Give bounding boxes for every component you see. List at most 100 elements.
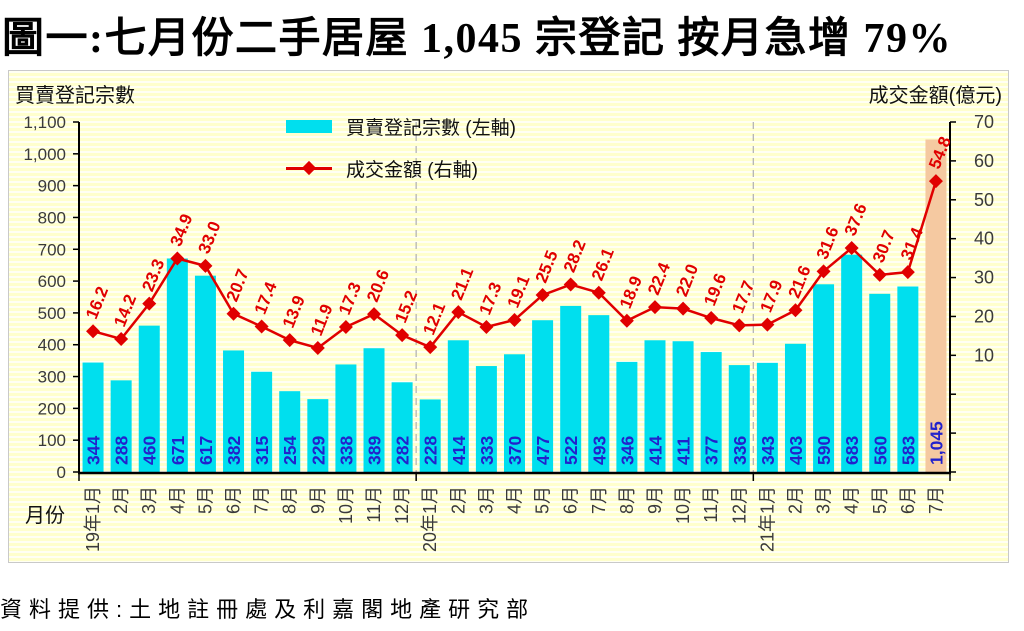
x-axis-tick-label: 12月 bbox=[729, 486, 749, 524]
page-title: 圖一:七月份二手居屋 1,045 宗登記 按月急增 79% bbox=[2, 16, 952, 62]
bar-value-label: 315 bbox=[252, 436, 272, 465]
bar-value-label: 343 bbox=[758, 436, 778, 465]
bar-value-label: 460 bbox=[140, 436, 160, 465]
x-axis-tick-label: 5月 bbox=[195, 486, 215, 514]
diamond-marker-icon bbox=[647, 300, 662, 315]
bar bbox=[897, 286, 919, 472]
legend-line-swatch-icon bbox=[286, 160, 332, 175]
bar-value-label: 411 bbox=[674, 437, 694, 465]
bar bbox=[616, 361, 638, 472]
chart-canvas: 344 288 460 671 617 382 315 254 229 338 389 282 228 4… bbox=[23, 112, 994, 552]
bar bbox=[672, 341, 694, 472]
bar-value-label: 389 bbox=[365, 436, 385, 465]
diamond-marker-icon bbox=[563, 277, 578, 292]
bar bbox=[869, 293, 891, 472]
x-axis-tick-label: 7月 bbox=[589, 486, 609, 514]
bar bbox=[279, 391, 301, 472]
line-value-label: 22.4 bbox=[644, 259, 674, 297]
line-value-label: 17.3 bbox=[335, 280, 365, 318]
bar-value-label: 477 bbox=[533, 436, 553, 465]
diamond-marker-icon bbox=[900, 265, 915, 280]
bar-value-label: 254 bbox=[280, 436, 300, 465]
bar-value-label: 560 bbox=[870, 436, 890, 465]
line-value-label: 28.2 bbox=[560, 237, 590, 275]
x-axis-tick-label: 9月 bbox=[308, 486, 328, 514]
x-axis-tick-label: 2月 bbox=[785, 486, 805, 514]
data-source-note: 資料提供:土地註冊處及利嘉閣地產研究部 bbox=[0, 597, 536, 622]
right-axis-tick-label: 40 bbox=[974, 229, 994, 249]
left-axis-tick-label: 1,100 bbox=[23, 113, 66, 132]
diamond-marker-icon bbox=[310, 340, 325, 355]
line-value-label: 30.7 bbox=[869, 228, 899, 266]
line-value-label: 37.6 bbox=[841, 201, 871, 239]
diamond-marker-icon bbox=[816, 264, 831, 279]
bar-value-label: 282 bbox=[393, 436, 413, 465]
left-axis-tick-label: 100 bbox=[38, 431, 66, 450]
bar-value-label: 346 bbox=[617, 436, 637, 465]
bar-value-label: 288 bbox=[112, 436, 132, 465]
line-value-label: 22.0 bbox=[672, 261, 702, 299]
line-value-label: 14.2 bbox=[110, 292, 140, 330]
diamond-marker-icon bbox=[872, 267, 887, 282]
bar bbox=[447, 340, 469, 472]
bar-value-label: 338 bbox=[336, 436, 356, 465]
x-axis-title: 月份 bbox=[25, 505, 65, 527]
line-value-label: 18.9 bbox=[616, 273, 646, 311]
x-axis-tick-label: 4月 bbox=[505, 486, 525, 514]
diamond-marker-icon bbox=[226, 306, 241, 321]
legend-bar-swatch-icon bbox=[286, 119, 332, 133]
bar bbox=[588, 315, 610, 472]
x-axis-tick-label: 11月 bbox=[364, 486, 384, 523]
diamond-marker-icon bbox=[367, 307, 382, 322]
left-axis-tick-label: 200 bbox=[38, 399, 66, 418]
line-value-label: 16.2 bbox=[82, 284, 112, 322]
bar-value-label: 583 bbox=[898, 436, 918, 465]
bar bbox=[504, 354, 525, 472]
bar-value-label: 493 bbox=[589, 436, 609, 465]
diamond-marker-icon bbox=[732, 318, 747, 333]
diamond-marker-icon bbox=[423, 340, 438, 355]
legend: 買賣登記宗數 (左軸) 成交金額 (右軸) bbox=[286, 105, 516, 189]
bar-value-label: 522 bbox=[561, 436, 581, 465]
diamond-marker-icon bbox=[479, 319, 494, 334]
left-axis-tick-label: 800 bbox=[38, 208, 66, 227]
chart-area: 買賣登記宗數 成交金額(億元) 月份 344 288 460 671 617 382 315… bbox=[8, 70, 1009, 563]
diamond-marker-icon bbox=[676, 301, 691, 316]
x-axis-tick-label: 5月 bbox=[870, 486, 890, 514]
diamond-marker-icon bbox=[395, 328, 410, 343]
line-value-label: 34.9 bbox=[166, 211, 196, 249]
left-axis-tick-label: 1,000 bbox=[23, 145, 66, 164]
line-value-label: 26.1 bbox=[588, 245, 618, 283]
right-axis-tick-label: 10 bbox=[974, 345, 994, 365]
x-axis-tick-label: 4月 bbox=[167, 486, 187, 514]
bar-value-label: 377 bbox=[702, 436, 722, 465]
diamond-marker-icon bbox=[451, 305, 466, 320]
bar-value-label: 590 bbox=[814, 436, 834, 465]
diamond-marker-icon bbox=[788, 303, 803, 318]
bar bbox=[813, 284, 835, 472]
line-value-label: 20.6 bbox=[363, 267, 393, 305]
bar bbox=[644, 340, 666, 472]
line-value-label: 17.3 bbox=[475, 280, 505, 318]
diamond-marker-icon bbox=[282, 333, 297, 348]
bar bbox=[166, 258, 188, 472]
diamond-marker-icon bbox=[142, 296, 157, 311]
diamond-marker-icon bbox=[301, 160, 317, 175]
left-axis-tick-label: 400 bbox=[38, 336, 66, 355]
bar-value-label: 333 bbox=[477, 436, 497, 465]
left-axis-tick-label: 700 bbox=[38, 240, 66, 259]
x-axis-tick-label: 3月 bbox=[814, 486, 834, 514]
line-value-label: 11.9 bbox=[307, 302, 337, 339]
bar bbox=[82, 362, 104, 472]
bar bbox=[532, 320, 554, 472]
bar-value-label: 403 bbox=[786, 436, 806, 465]
diamond-marker-icon bbox=[591, 285, 606, 300]
left-axis-tick-label: 300 bbox=[38, 368, 66, 387]
bar-highlighted bbox=[925, 139, 947, 472]
bar bbox=[138, 325, 160, 472]
diamond-marker-icon bbox=[535, 288, 550, 303]
bar-value-label: 370 bbox=[505, 436, 525, 465]
diamond-marker-icon bbox=[844, 241, 859, 255]
line-value-label: 31.4 bbox=[897, 224, 927, 262]
x-axis-tick-label: 21年1月 bbox=[757, 486, 777, 552]
